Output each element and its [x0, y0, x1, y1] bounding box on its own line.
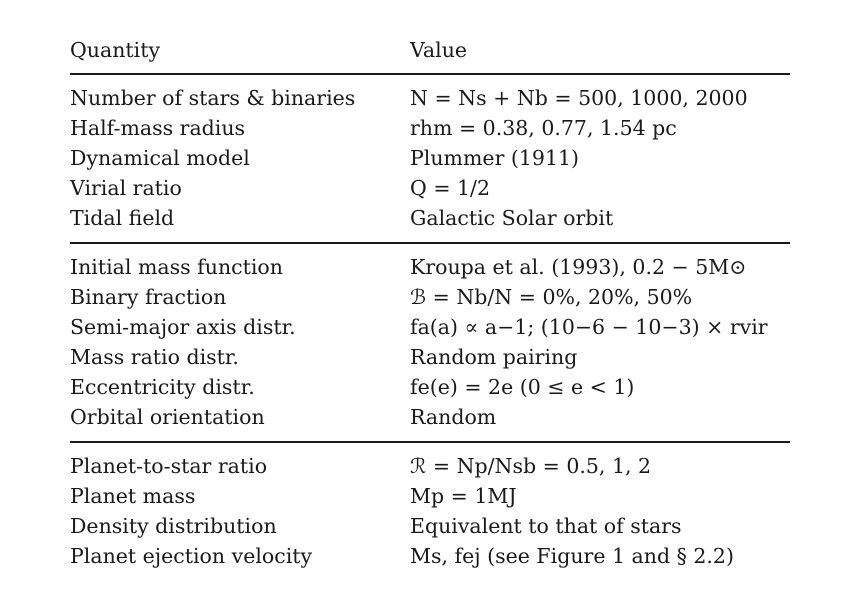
quantity-cell: Planet mass: [70, 484, 196, 508]
value-cell: ℬ = Nb/N = 0%, 20%, 50%: [410, 285, 693, 309]
table-row: Planet mass Mp = 1MJ: [70, 481, 790, 511]
value-text: N = Ns + Nb = 500, 1000, 2000: [410, 86, 748, 110]
value-cell: Random: [410, 405, 497, 429]
value-cell: Galactic Solar orbit: [410, 206, 614, 230]
column-header-value: Value: [410, 38, 468, 62]
quantity-cell: Half-mass radius: [70, 116, 246, 140]
value-cell: Plummer (1911): [410, 146, 580, 170]
quantity-cell: Semi-major axis distr.: [70, 315, 296, 339]
table-row: Number of stars & binaries N = Ns + Nb =…: [70, 83, 790, 113]
value-cell: Ms, fej (see Figure 1 and § 2.2): [410, 544, 734, 568]
quantity-cell: Number of stars & binaries: [70, 86, 356, 110]
table-row: Planet ejection velocity Ms, fej (see Fi…: [70, 541, 790, 571]
table-row: Tidal field Galactic Solar orbit: [70, 203, 790, 233]
value-cell: Q = 1/2: [410, 176, 491, 200]
header-rule: [70, 73, 790, 75]
value-cell: Kroupa et al. (1993), 0.2 − 5M⊙: [410, 255, 747, 279]
table-row: Density distribution Equivalent to that …: [70, 511, 790, 541]
value-cell: fa(a) ∝ a−1; (10−6 − 10−3) × rvir: [410, 315, 768, 339]
table-row: Mass ratio distr. Random pairing: [70, 342, 790, 372]
quantity-cell: Tidal field: [70, 206, 175, 230]
quantity-cell: Planet ejection velocity: [70, 544, 313, 568]
quantity-cell: Eccentricity distr.: [70, 375, 255, 399]
quantity-cell: Initial mass function: [70, 255, 283, 279]
value-cell: N = Ns + Nb = 500, 1000, 2000: [410, 83, 748, 113]
column-header-quantity: Quantity: [70, 38, 161, 62]
value-cell: Random pairing: [410, 345, 578, 369]
table-header: Quantity Value: [70, 35, 790, 65]
value-cell: ℛ = Np/Nsb = 0.5, 1, 2: [410, 454, 652, 478]
table-row: Binary fraction ℬ = Nb/N = 0%, 20%, 50%: [70, 282, 790, 312]
group-rule: [70, 441, 790, 443]
quantity-cell: Orbital orientation: [70, 405, 265, 429]
quantity-cell: Binary fraction: [70, 285, 227, 309]
table-row: Orbital orientation Random: [70, 402, 790, 432]
table-row: Eccentricity distr. fe(e) = 2e (0 ≤ e < …: [70, 372, 790, 402]
value-cell: Equivalent to that of stars: [410, 514, 682, 538]
quantity-cell: Mass ratio distr.: [70, 345, 239, 369]
table-row: Half-mass radius rhm = 0.38, 0.77, 1.54 …: [70, 113, 790, 143]
quantity-cell: Dynamical model: [70, 146, 250, 170]
table-row: Planet-to-star ratio ℛ = Np/Nsb = 0.5, 1…: [70, 451, 790, 481]
group-rule: [70, 242, 790, 244]
table-row: Initial mass function Kroupa et al. (199…: [70, 252, 790, 282]
quantity-cell: Planet-to-star ratio: [70, 454, 268, 478]
quantity-cell: Density distribution: [70, 514, 277, 538]
table-row: Semi-major axis distr. fa(a) ∝ a−1; (10−…: [70, 312, 790, 342]
table-row: Virial ratio Q = 1/2: [70, 173, 790, 203]
value-cell: Mp = 1MJ: [410, 484, 517, 508]
value-cell: fe(e) = 2e (0 ≤ e < 1): [410, 375, 635, 399]
table-row: Dynamical model Plummer (1911): [70, 143, 790, 173]
quantity-cell: Virial ratio: [70, 176, 182, 200]
value-cell: rhm = 0.38, 0.77, 1.54 pc: [410, 116, 677, 140]
